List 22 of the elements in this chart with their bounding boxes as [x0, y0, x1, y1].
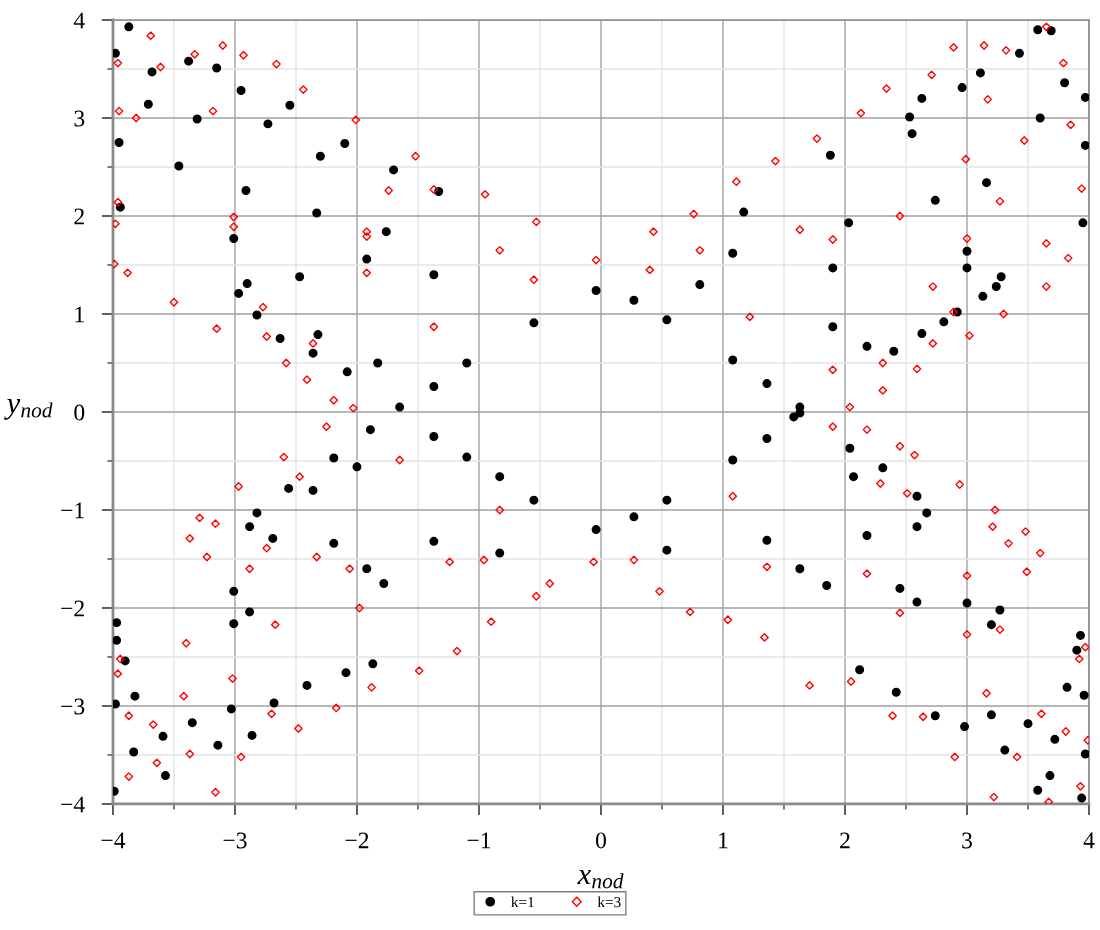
y-tick-label: −4: [61, 796, 85, 813]
x-tick-label: −4: [101, 832, 126, 849]
x-tick-label: 2: [840, 832, 850, 849]
x-tick-label: −3: [223, 832, 247, 849]
x-tick-label: −1: [467, 832, 491, 849]
y-tick-label: 1: [75, 306, 84, 323]
y-tick-label: −1: [61, 502, 84, 519]
legend-label: k=1: [511, 896, 534, 908]
x-tick-label: −2: [345, 832, 369, 849]
y-tick-label: −3: [61, 698, 85, 715]
y-tick-label: 2: [74, 208, 84, 225]
y-tick-label: 3: [74, 110, 85, 127]
y-tick-label: −2: [61, 600, 84, 617]
y-axis-title: y$_{nod}$: [4, 399, 53, 420]
x-tick-label: 4: [1083, 832, 1095, 849]
legend-label: k=3: [597, 896, 621, 908]
x-axis-title: x$_{nod}$: [577, 869, 624, 889]
x-tick-label: 1: [719, 832, 728, 849]
x-tick-label: 0: [595, 832, 606, 849]
y-tick-label: 4: [73, 12, 85, 29]
y-tick-label: 0: [74, 404, 85, 421]
x-tick-label: 3: [962, 832, 972, 849]
